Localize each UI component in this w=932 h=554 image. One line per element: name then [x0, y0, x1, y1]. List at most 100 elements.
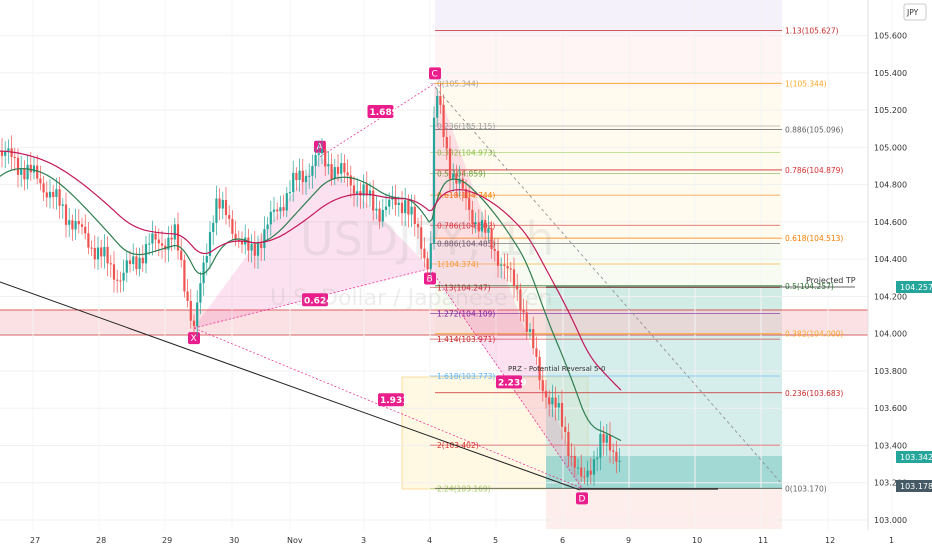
candle-body: [167, 237, 170, 250]
candle-body: [583, 476, 586, 478]
fib-left-label: 1.272(104.109): [437, 309, 495, 318]
candle-body: [269, 211, 272, 225]
candle-body: [132, 256, 135, 265]
candle-body: [324, 149, 327, 167]
candle-body: [528, 329, 532, 332]
fib-left-label: 1.414(103.971): [437, 335, 495, 344]
candle-body: [413, 206, 416, 225]
fib-left-label: 0(105.344): [437, 79, 479, 88]
candle-body: [496, 250, 500, 266]
candle-body: [7, 148, 10, 152]
prz-label: PRZ - Potential Reversal 5-0: [508, 365, 605, 373]
candle-body: [573, 456, 576, 468]
candle-body: [74, 220, 77, 230]
candle-body: [32, 165, 36, 173]
candle-body: [516, 286, 519, 290]
candle-body: [346, 172, 349, 176]
candle-body: [10, 148, 13, 158]
candle-body: [340, 163, 343, 174]
candle-body: [560, 402, 564, 427]
candle-body: [90, 247, 93, 249]
candle-body: [29, 164, 32, 173]
candle-body: [378, 208, 381, 222]
fib-left-label: 2(103.402): [437, 441, 479, 450]
candle-body: [304, 175, 308, 183]
candle-body: [160, 243, 164, 246]
candle-body: [250, 244, 253, 251]
fib-right-label: 0.236(103.683): [785, 389, 843, 398]
candle-body: [87, 233, 90, 248]
candle-body: [199, 283, 202, 303]
candle-body: [212, 222, 215, 233]
candle-body: [506, 266, 509, 269]
candle-body: [320, 149, 324, 154]
candle-body: [93, 247, 96, 260]
candle-body: [266, 224, 269, 230]
pattern-ratio-badge: [496, 375, 522, 389]
y-tick-label: 105.400: [874, 69, 907, 78]
fib-left-label: 1(104.374): [437, 260, 479, 269]
candle-body: [570, 455, 573, 457]
candle-body: [500, 264, 503, 266]
candle-body: [468, 198, 471, 210]
pattern-point-d-badge: [576, 492, 588, 505]
ema-fast-line: [0, 167, 622, 442]
candle-body: [480, 220, 484, 232]
candle-body: [135, 256, 138, 270]
candle-body: [368, 190, 372, 196]
candle-body: [234, 233, 237, 241]
fib-left-label: 0.886(104.485): [437, 239, 495, 248]
pattern-ratio-badge: [367, 105, 394, 119]
y-tick-label: 105.200: [874, 106, 907, 115]
fib-right-top-zone: [435, 0, 782, 33]
candle-body: [196, 302, 199, 327]
candle-body: [285, 193, 288, 211]
y-tick-label: 103.600: [874, 404, 907, 413]
candle-body: [519, 289, 522, 311]
candle-body: [554, 397, 557, 408]
fib-left-label: 1.618(103.773): [437, 372, 495, 381]
candle-body: [16, 157, 20, 175]
candle-body: [116, 279, 119, 281]
candle-body: [336, 167, 340, 174]
y-tick-label: 104.400: [874, 255, 907, 264]
pattern-ratio-label: 1.931: [380, 396, 408, 406]
candle-body: [314, 155, 317, 166]
candle-body: [103, 246, 106, 257]
y-tick-label: 103.800: [874, 367, 907, 376]
currency-badge[interactable]: [903, 3, 927, 21]
candle-body: [525, 312, 528, 332]
candle-body: [464, 188, 468, 199]
candle-body: [292, 172, 295, 193]
pattern-point-c-badge: [429, 67, 441, 80]
candle-body: [349, 175, 352, 186]
candle-body: [541, 380, 544, 392]
candle-body: [429, 243, 432, 269]
x-tick-label: 4: [427, 536, 432, 545]
candle-body: [170, 237, 173, 240]
y-tick-label: 103.200: [874, 479, 907, 488]
candle-body: [122, 272, 125, 281]
candle-body: [400, 202, 404, 214]
pattern-ratio-badge: [302, 293, 328, 307]
fib-right-label: 0.382(104.000): [785, 330, 843, 339]
pattern-point-x: X: [191, 334, 197, 344]
pattern-point-c: C: [432, 69, 438, 79]
candle-body: [0, 151, 4, 156]
candle-body: [311, 165, 314, 176]
candle-body: [423, 248, 426, 259]
supply-zone: [0, 310, 868, 335]
x-tick-label: 12: [825, 536, 835, 545]
candle-body: [23, 168, 26, 180]
candle-body: [471, 209, 474, 225]
candle-body: [128, 260, 132, 265]
candle-body: [490, 228, 493, 249]
y-tick-label: 103.400: [874, 441, 907, 450]
candle-body: [592, 459, 596, 475]
candle-body: [260, 243, 263, 249]
candle-body: [365, 184, 368, 196]
candle-body: [148, 243, 151, 245]
candle-body: [397, 202, 400, 205]
